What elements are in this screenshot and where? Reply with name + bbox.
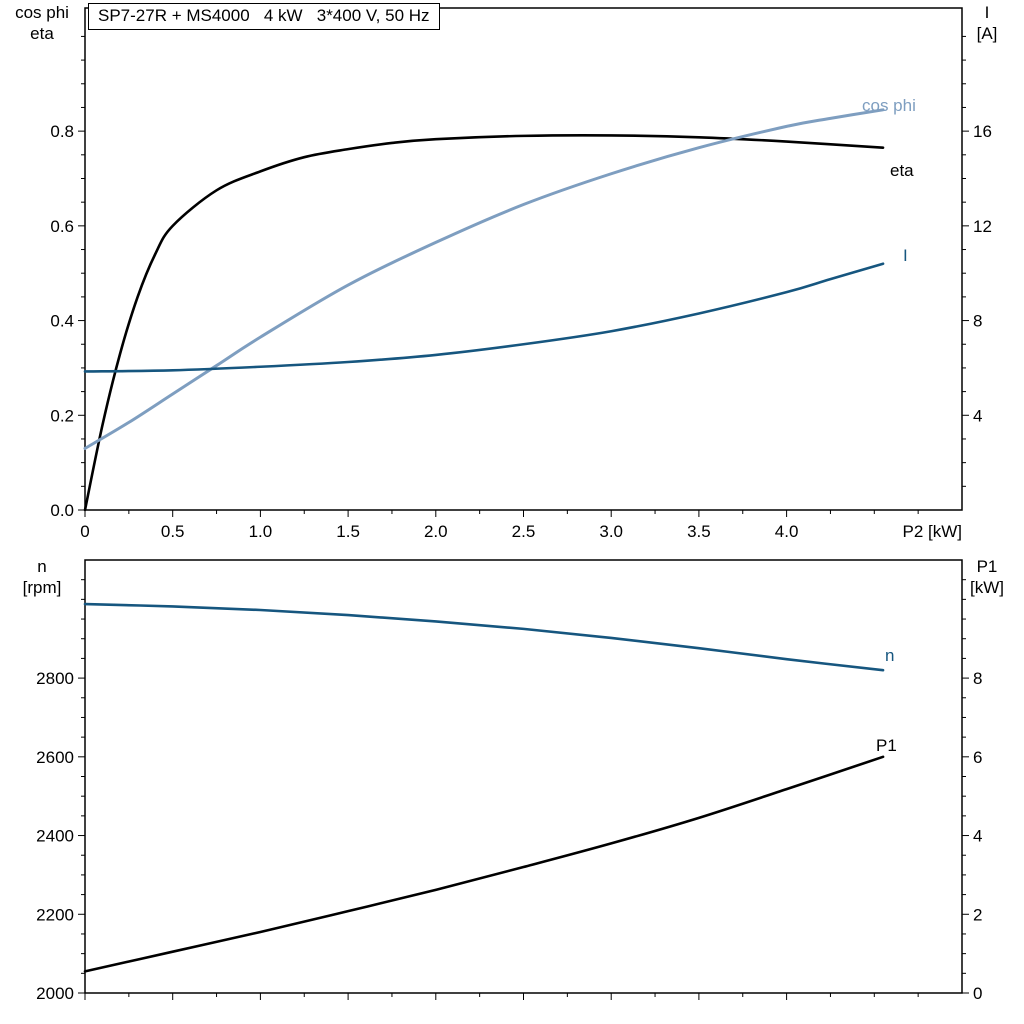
chart-title: SP7-27R + MS4000 4 kW 3*400 V, 50 Hz — [88, 3, 440, 30]
y-right-tick-label: 16 — [973, 122, 992, 141]
series-curve-P1 — [83, 755, 885, 973]
curve-label-current: I — [903, 246, 908, 265]
x-tick-label: 3.5 — [687, 522, 711, 541]
bottom-left-axis-label: n [rpm] — [4, 556, 80, 598]
y-right-tick-label: 8 — [973, 312, 982, 331]
y-right-tick-label: 4 — [973, 827, 982, 846]
y-left-tick-label: 0.0 — [50, 501, 74, 520]
bottom-right-axis-label-line1: P1 — [976, 557, 998, 576]
y-left-tick-label: 0.4 — [50, 312, 74, 331]
y-left-tick-label: 0.6 — [50, 217, 74, 236]
y-left-tick-label: 2000 — [36, 984, 74, 1003]
axis-frame — [84, 7, 963, 511]
y-left-tick-label: 0.2 — [50, 406, 74, 425]
curve-label-eta: eta — [890, 161, 914, 180]
top-left-axis-label-line2: eta — [30, 24, 54, 43]
x-tick-label: 1.5 — [336, 522, 360, 541]
bottom-right-axis-label-line2: [kW] — [970, 578, 1004, 597]
series-curve-cos-phi — [83, 108, 885, 450]
x-axis-label: P2 [kW] — [902, 522, 962, 541]
x-tick-label: 0 — [80, 522, 89, 541]
y-left-tick-label: 2200 — [36, 905, 74, 924]
y-right-tick-label: 4 — [973, 406, 982, 425]
y-left-tick-label: 0.8 — [50, 122, 74, 141]
y-right-tick-label: 0 — [973, 984, 982, 1003]
y-right-tick-label: 8 — [973, 669, 982, 688]
curve-label-speed: n — [885, 646, 895, 665]
series-curve-I — [83, 262, 885, 373]
y-right-tick-label: 12 — [973, 217, 992, 236]
top-right-axis-label-line2: [A] — [976, 24, 998, 43]
bottom-right-axis-label: P1 [kW] — [958, 556, 1016, 598]
x-tick-label: 3.0 — [599, 522, 623, 541]
x-tick-label: 2.0 — [424, 522, 448, 541]
y-left-tick-label: 2600 — [36, 748, 74, 767]
series-curve-n — [83, 602, 885, 672]
top-right-axis-label-line1: I — [984, 3, 990, 22]
top-left-axis-label: cos phi eta — [4, 2, 80, 44]
x-tick-label: 0.5 — [161, 522, 185, 541]
y-right-tick-label: 6 — [973, 748, 982, 767]
y-right-tick-label: 2 — [973, 905, 982, 924]
curve-label-input-power: P1 — [876, 736, 897, 755]
x-tick-label: 4.0 — [775, 522, 799, 541]
series-curve-eta — [83, 133, 885, 512]
curve-label-cos-phi: cos phi — [862, 96, 916, 115]
x-tick-label: 1.0 — [249, 522, 273, 541]
bottom-left-axis-label-line2: [rpm] — [22, 578, 62, 597]
top-right-axis-label: I [A] — [958, 2, 1016, 44]
axis-frame — [84, 559, 963, 994]
bottom-left-axis-label-line1: n — [37, 557, 47, 576]
y-left-tick-label: 2400 — [36, 827, 74, 846]
top-left-axis-label-line1: cos phi — [15, 3, 69, 22]
y-left-tick-label: 2800 — [36, 669, 74, 688]
x-tick-label: 2.5 — [512, 522, 536, 541]
